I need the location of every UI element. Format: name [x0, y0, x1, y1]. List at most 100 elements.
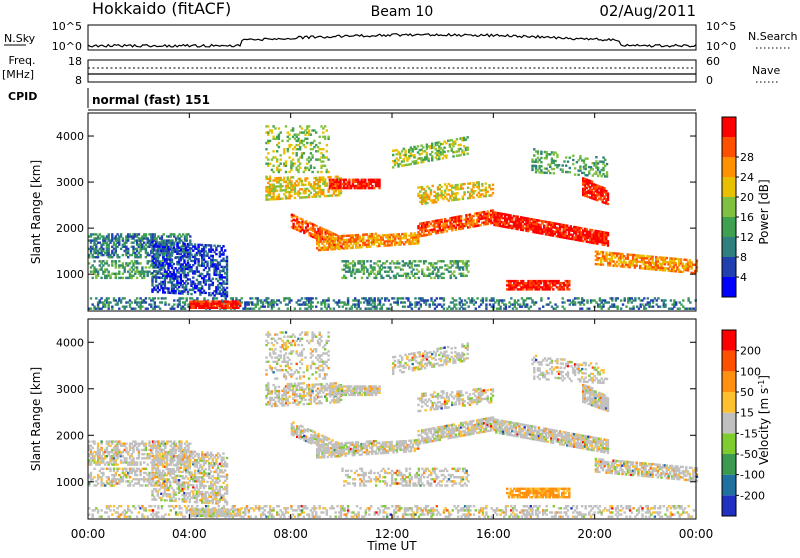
heatmap-cell [563, 282, 565, 284]
heatmap-cell [106, 262, 108, 264]
heatmap-cell [673, 268, 675, 270]
heatmap-cell [437, 232, 439, 234]
heatmap-cell [585, 168, 587, 170]
heatmap-cell [452, 145, 454, 147]
heatmap-cell [463, 151, 465, 153]
station-title: Hokkaido (fitACF) [92, 0, 231, 18]
nave-tick-top: 60 [706, 55, 720, 68]
heatmap-cell [429, 303, 431, 305]
heatmap-cell [581, 308, 583, 310]
heatmap-cell [419, 260, 421, 262]
heatmap-cell [537, 153, 539, 155]
heatmap-cell [297, 182, 299, 184]
heatmap-cell [397, 159, 399, 161]
heatmap-cell [226, 274, 228, 276]
heatmap-cell [428, 158, 430, 160]
heatmap-cell [577, 174, 579, 176]
heatmap-cell [664, 303, 666, 305]
freq-unit: [MHz] [2, 68, 34, 81]
heatmap-cell [139, 256, 141, 258]
heatmap-cell [317, 146, 319, 148]
heatmap-cell [510, 282, 512, 284]
heatmap-cell [397, 303, 399, 305]
heatmap-cell [485, 187, 487, 189]
heatmap-cell [301, 225, 303, 227]
heatmap-cell [206, 263, 208, 265]
heatmap-cell [371, 185, 373, 187]
heatmap-cell [583, 162, 585, 164]
heatmap-cell [384, 299, 386, 301]
heatmap-cell [478, 185, 480, 187]
heatmap-cell [294, 197, 296, 199]
heatmap-cell [359, 308, 361, 310]
heatmap-cell [104, 271, 106, 273]
heatmap-cell [425, 260, 427, 262]
heatmap-cell [120, 248, 122, 250]
heatmap-cell [379, 271, 381, 273]
colorbar-swatch [722, 157, 736, 177]
heatmap-cell [187, 274, 189, 276]
heatmap-cell [391, 260, 393, 262]
heatmap-cell [469, 182, 471, 184]
heatmap-cell [509, 214, 511, 216]
heatmap-cell [136, 303, 138, 305]
heatmap-cell [521, 306, 523, 308]
heatmap-cell [453, 271, 455, 273]
heatmap-cell [462, 227, 464, 229]
heatmap-cell [306, 177, 308, 179]
heatmap-cell [466, 262, 468, 264]
heatmap-cell [93, 266, 95, 268]
heatmap-cell [333, 308, 335, 310]
heatmap-cell [680, 303, 682, 305]
heatmap-cell [643, 255, 645, 257]
heatmap-cell [457, 262, 459, 264]
heatmap-cell [522, 280, 524, 282]
heatmap-cell [519, 303, 521, 305]
heatmap-cell [290, 299, 292, 301]
heatmap-cell [182, 280, 184, 282]
heatmap-cell [574, 303, 576, 305]
power-colorbar-tick-label: 12 [740, 231, 754, 244]
heatmap-cell [556, 154, 558, 156]
heatmap-cell [425, 303, 427, 305]
heatmap-cell [127, 239, 129, 241]
heatmap-cell [301, 156, 303, 158]
heatmap-cell [568, 280, 570, 282]
heatmap-cell [136, 297, 138, 299]
heatmap-cell [364, 187, 366, 189]
heatmap-cell [607, 203, 609, 205]
heatmap-cell [127, 256, 129, 258]
heatmap-cell [311, 297, 313, 299]
heatmap-cell [538, 288, 540, 290]
heatmap-cell [410, 163, 412, 165]
heatmap-cell [641, 303, 643, 305]
heatmap-cell [92, 254, 94, 256]
heatmap-cell [164, 269, 166, 271]
heatmap-cell [187, 253, 189, 255]
heatmap-cell [147, 308, 149, 310]
heatmap-cell [434, 303, 436, 305]
heatmap-cell [445, 157, 447, 159]
heatmap-cell [100, 297, 102, 299]
heatmap-cell [392, 154, 394, 156]
heatmap-cell [648, 303, 650, 305]
heatmap-cell [272, 192, 274, 194]
heatmap-cell [299, 146, 301, 148]
heatmap-cell [398, 262, 400, 264]
heatmap-cell [139, 262, 141, 264]
heatmap-cell [402, 297, 404, 299]
heatmap-cell [201, 244, 203, 246]
colorbar-swatch [722, 197, 736, 217]
heatmap-cell [411, 264, 413, 266]
heatmap-cell [378, 187, 380, 189]
heatmap-cell [267, 152, 269, 154]
heatmap-cell [197, 248, 199, 250]
heatmap-cell [311, 301, 313, 303]
heatmap-cell [131, 254, 133, 256]
heatmap-cell [492, 192, 494, 194]
heatmap-cell [375, 277, 377, 279]
heatmap-cell [442, 260, 444, 262]
heatmap-cell [208, 275, 210, 277]
heatmap-cell [297, 171, 299, 173]
heatmap-cell [158, 241, 160, 243]
